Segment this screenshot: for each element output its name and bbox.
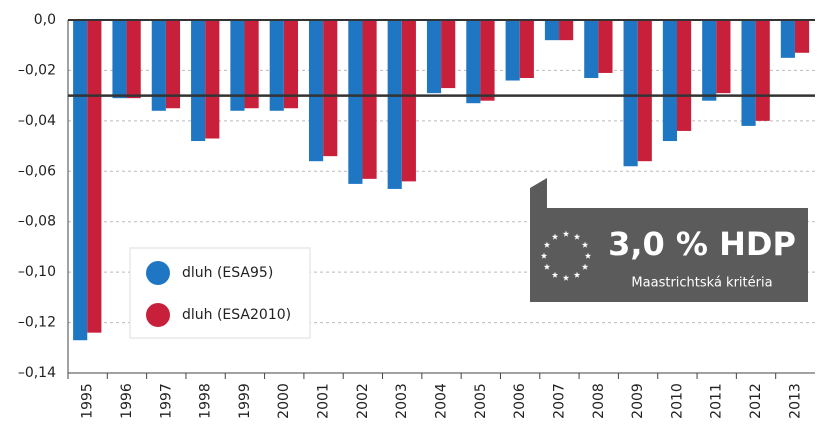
legend-swatch bbox=[146, 303, 170, 327]
bar bbox=[309, 20, 324, 162]
x-tick-label: 2008 bbox=[591, 383, 607, 419]
bar bbox=[87, 20, 102, 333]
eu-stars bbox=[540, 230, 592, 281]
star bbox=[573, 271, 581, 278]
star bbox=[540, 252, 548, 259]
x-tick-label: 2006 bbox=[512, 383, 528, 419]
star bbox=[551, 233, 559, 240]
bar bbox=[505, 20, 520, 81]
star bbox=[562, 230, 570, 237]
legend-label: dluh (ESA95) bbox=[182, 265, 273, 281]
bar bbox=[348, 20, 363, 184]
bar bbox=[426, 20, 442, 94]
x-tick-label: 2002 bbox=[355, 383, 371, 419]
y-tick-label: 0,0 bbox=[34, 12, 56, 28]
x-tick-label: 2009 bbox=[630, 383, 646, 419]
x-tick-label: 1997 bbox=[158, 383, 174, 419]
bar bbox=[387, 20, 402, 189]
y-tick-label: –0,12 bbox=[18, 315, 56, 331]
bar bbox=[755, 20, 770, 121]
bar bbox=[637, 20, 652, 162]
star bbox=[573, 233, 581, 240]
x-tick-label: 2012 bbox=[748, 383, 764, 419]
bar bbox=[191, 20, 206, 142]
bar bbox=[780, 20, 795, 58]
x-tick-label: 1995 bbox=[80, 383, 96, 419]
y-tick-label: –0,04 bbox=[18, 113, 56, 129]
callout-box bbox=[530, 178, 808, 302]
x-tick-label: 1996 bbox=[119, 383, 135, 419]
legend: dluh (ESA95) dluh (ESA2010) bbox=[129, 247, 311, 339]
bar bbox=[441, 20, 456, 89]
y-tick-label: –0,14 bbox=[18, 365, 56, 381]
bar bbox=[205, 20, 220, 139]
bar bbox=[519, 20, 534, 78]
star bbox=[543, 241, 551, 248]
bar bbox=[598, 20, 613, 73]
star bbox=[584, 252, 592, 259]
y-tick-label: –0,06 bbox=[18, 163, 56, 179]
bar bbox=[794, 20, 810, 53]
x-tick-label: 2013 bbox=[787, 383, 803, 419]
bars: 0,0 –0,02 –0,04 –0,06 –0,08 –0,10 –0,12 –0,14 19… bbox=[18, 12, 815, 419]
x-tick-label: 1998 bbox=[198, 383, 214, 419]
x-tick-label: 2011 bbox=[709, 383, 725, 419]
bar bbox=[323, 20, 338, 157]
bar bbox=[466, 20, 481, 104]
bar bbox=[126, 20, 141, 99]
bar bbox=[165, 20, 181, 109]
x-tick-label: 2001 bbox=[316, 383, 332, 419]
legend-label: dluh (ESA2010) bbox=[182, 307, 291, 323]
bar bbox=[151, 20, 166, 111]
bar bbox=[559, 20, 574, 41]
star bbox=[551, 271, 559, 278]
bar bbox=[73, 20, 88, 341]
bar bbox=[401, 20, 416, 182]
x-tick-label: 2000 bbox=[276, 383, 292, 419]
y-tick-label: –0,10 bbox=[18, 264, 56, 280]
x-tick-label: 2004 bbox=[434, 383, 450, 419]
x-tick-label: 2010 bbox=[669, 383, 685, 419]
bar bbox=[283, 20, 298, 109]
bar bbox=[677, 20, 692, 131]
bar bbox=[623, 20, 638, 167]
callout-subtitle: Maastrichtská kritéria bbox=[631, 276, 772, 291]
bar bbox=[544, 20, 560, 41]
bar bbox=[584, 20, 599, 78]
bar bbox=[662, 20, 678, 142]
star bbox=[543, 263, 551, 270]
bar bbox=[480, 20, 495, 101]
bar bbox=[702, 20, 717, 101]
y-tick-label: –0,02 bbox=[18, 62, 56, 78]
bar bbox=[716, 20, 731, 94]
callout-title: 3,0 % HDP bbox=[608, 225, 796, 263]
star bbox=[581, 263, 589, 270]
x-tick-label: 1999 bbox=[237, 383, 253, 419]
star bbox=[562, 274, 570, 281]
legend-swatch bbox=[146, 261, 170, 285]
bar bbox=[244, 20, 259, 109]
x-tick-label: 2005 bbox=[473, 383, 489, 419]
x-tick-label: 2007 bbox=[551, 383, 567, 419]
x-tick-label: 2003 bbox=[394, 383, 410, 419]
star bbox=[581, 241, 589, 248]
callout: 3,0 % HDP Maastrichtská kritéria bbox=[530, 178, 808, 302]
bar bbox=[269, 20, 284, 111]
y-tick-label: –0,08 bbox=[18, 214, 56, 230]
bar bbox=[230, 20, 245, 111]
bar bbox=[362, 20, 377, 179]
bar bbox=[112, 20, 127, 99]
bar bbox=[741, 20, 756, 126]
